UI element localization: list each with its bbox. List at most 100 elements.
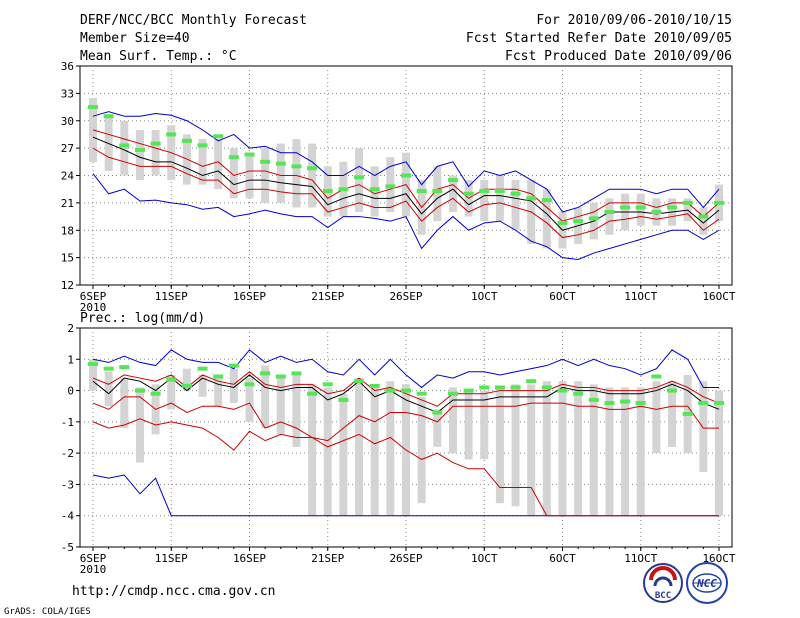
prec-member-box	[89, 359, 97, 391]
ncc-logo-text: NCC	[696, 577, 717, 590]
temp-x-tick-label: 11OCT	[624, 290, 657, 303]
prec-observed-marker	[541, 385, 552, 390]
temp-member-box	[214, 139, 223, 190]
temp-observed-marker	[463, 191, 474, 196]
prec-y-tick-label: 1	[67, 353, 74, 366]
prec-member-box	[652, 381, 661, 454]
temp-observed-marker	[447, 178, 458, 183]
prec-observed-marker	[150, 391, 161, 396]
prec-member-box	[214, 378, 223, 407]
prec-observed-marker	[698, 401, 709, 406]
prec-observed-marker	[103, 366, 114, 371]
temp-y-tick-label: 21	[61, 197, 74, 210]
forecast-started-label: Fcst Started Refer Date 2010/09/05	[466, 31, 732, 46]
prec-member-box	[355, 378, 364, 516]
temp-observed-marker	[260, 159, 271, 164]
temp-member-box	[542, 189, 551, 249]
temp-observed-marker	[698, 214, 709, 219]
temp-member-box	[245, 152, 254, 199]
source-url[interactable]: http://cmdp.ncc.cma.gov.cn	[72, 584, 276, 599]
bcc-logo-text: BCC	[655, 591, 671, 601]
prec-member-box	[276, 374, 285, 435]
prec-observed-marker	[588, 397, 599, 402]
prec-observed-marker	[714, 401, 724, 406]
prec-member-box	[636, 387, 645, 516]
temp-observed-marker	[541, 198, 552, 203]
prec-member-box	[668, 381, 677, 447]
temp-member-box	[292, 139, 301, 208]
prec-observed-marker	[338, 397, 349, 402]
prec-observed-marker	[416, 391, 427, 396]
temp-member-box	[448, 175, 457, 212]
prec-observed-marker	[134, 388, 145, 393]
temp-x-tick-label: 21SEP	[311, 290, 344, 303]
prec-member-box	[715, 390, 723, 516]
prec-y-tick-label: -1	[61, 416, 74, 429]
temp-member-box	[151, 129, 160, 176]
temp-member-box	[511, 180, 520, 231]
temp-y-tick-label: 30	[61, 115, 74, 128]
prec-observed-marker	[651, 374, 662, 379]
prec-member-box	[699, 381, 708, 472]
temp-observed-marker	[275, 161, 286, 166]
prec-x-tick-label: 21SEP	[311, 552, 344, 565]
temp-observed-marker	[557, 220, 568, 225]
prec-member-box	[182, 368, 191, 391]
prec-lower-percentile-line	[92, 418, 719, 517]
prec-member-box	[495, 387, 504, 504]
prec-observed-marker	[447, 391, 458, 396]
prec-member-box	[308, 384, 317, 516]
variable-label: Mean Surf. Temp.: °C	[80, 49, 237, 64]
prec-observed-marker	[604, 401, 615, 406]
temp-observed-marker	[166, 132, 177, 137]
temp-observed-marker	[479, 189, 490, 194]
prec-x-year-label: 2010	[80, 563, 107, 576]
temp-observed-marker	[354, 175, 365, 180]
temp-observed-marker	[401, 173, 411, 178]
temp-y-tick-label: 12	[61, 279, 74, 292]
temp-observed-marker	[651, 210, 662, 214]
temp-mean-line	[92, 136, 720, 231]
temp-y-tick-label: 24	[61, 170, 75, 183]
temp-observed-marker	[291, 164, 302, 169]
temp-observed-marker	[213, 134, 224, 139]
temp-x-year-label: 2010	[80, 301, 107, 314]
prec-member-box	[104, 371, 113, 407]
prec-observed-marker	[354, 379, 365, 384]
prec-observed-marker	[510, 385, 521, 390]
prec-observed-marker	[432, 410, 443, 415]
temp-member-box	[699, 207, 708, 235]
temp-member-box	[480, 180, 489, 222]
prec-mean-line	[92, 374, 720, 414]
temp-member-box	[261, 148, 270, 203]
prec-member-box	[261, 365, 270, 429]
prec-observed-marker	[307, 391, 318, 396]
prec-member-box	[480, 390, 489, 460]
temp-observed-marker	[526, 196, 537, 201]
prec-observed-marker	[635, 401, 646, 406]
prec-y-tick-label: -3	[61, 478, 74, 491]
prec-observed-marker	[260, 371, 271, 376]
temp-member-box	[198, 139, 207, 185]
temp-y-tick-label: 36	[61, 60, 74, 73]
prec-member-box	[120, 378, 129, 429]
temp-x-tick-label: 1OCT	[471, 290, 498, 303]
prec-member-box	[370, 387, 379, 516]
temp-y-tick-label: 18	[61, 224, 74, 237]
grads-credit: GrADS: COLA/IGES	[4, 607, 91, 617]
temp-observed-marker	[150, 141, 161, 146]
prec-x-tick-label: 1OCT	[471, 552, 498, 565]
temp-observed-marker	[620, 205, 631, 210]
temp-observed-marker	[573, 219, 584, 224]
prec-member-box	[589, 384, 598, 516]
temp-member-box	[370, 166, 379, 217]
temp-member-box	[229, 148, 238, 199]
prec-observed-marker	[166, 377, 177, 382]
temp-observed-marker	[134, 147, 145, 152]
prec-member-box	[621, 387, 630, 516]
temp-x-tick-label: 6SEP	[80, 290, 107, 303]
temp-observed-marker	[88, 105, 98, 110]
prec-observed-marker	[88, 361, 98, 366]
temp-observed-marker	[228, 155, 239, 160]
prec-y-tick-label: 2	[67, 322, 74, 335]
